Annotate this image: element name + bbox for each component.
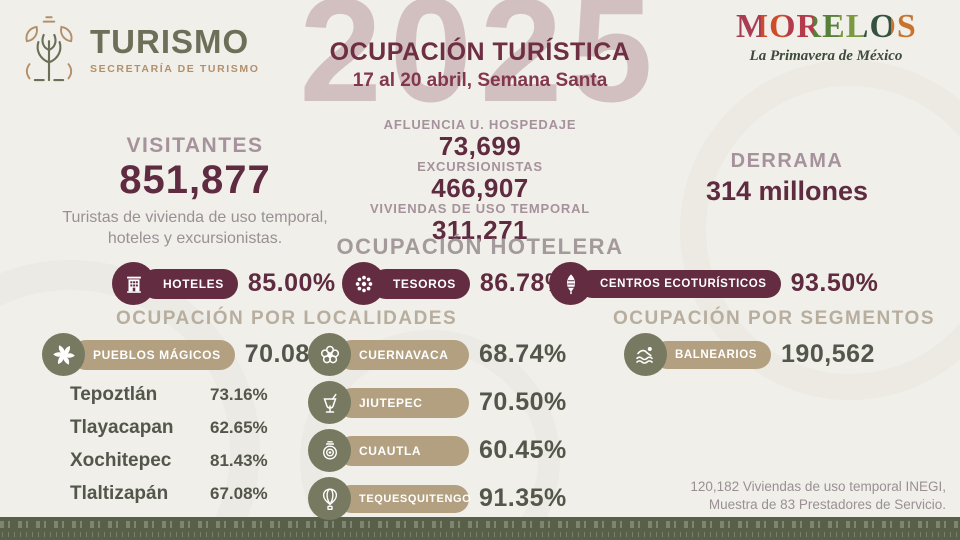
badge-tesoros: TESOROS 86.78% — [342, 262, 568, 305]
turismo-logo: TURISMO SECRETARÍA DE TURISMO — [18, 12, 260, 88]
decorative-border-band — [0, 517, 960, 540]
town-name: Xochitepec — [70, 450, 172, 471]
tequesquitengo-pill-label: TEQUESQUITENGO — [337, 484, 471, 513]
cuernavaca-pill-label: CUERNAVACA — [337, 339, 469, 370]
wreath-icon — [342, 262, 385, 305]
visitantes-value: 851,877 — [119, 158, 271, 202]
badge-pueblos-magicos: PUEBLOS MÁGICOS 70.08% — [42, 333, 332, 376]
town-row: Xochitepec 81.43% — [70, 450, 268, 483]
footnote-line1: 120,182 Viviendas de uso temporal INEGI, — [690, 478, 946, 494]
turismo-logo-subtitle: SECRETARÍA DE TURISMO — [90, 63, 260, 75]
jiutepec-value: 70.50% — [479, 388, 567, 416]
tesoros-pill-label: TESOROS — [371, 268, 470, 299]
centros-value: 93.50% — [790, 269, 879, 297]
page-subtitle: 17 al 20 abril, Semana Santa — [352, 70, 608, 91]
badge-cuernavaca: CUERNAVACA 68.74% — [308, 333, 567, 376]
localidades-section-title: OCUPACIÓN POR LOCALIDADES — [116, 308, 458, 329]
cuernavaca-value: 68.74% — [479, 340, 567, 368]
page-header: OCUPACIÓN TURÍSTICA 17 al 20 abril, Sema… — [180, 38, 780, 92]
derrama-block: DERRAMA 314 millones — [672, 150, 902, 207]
balnearios-value: 190,562 — [781, 340, 875, 368]
badge-tequesquitengo: TEQUESQUITENGO 91.35% — [308, 477, 567, 520]
town-row: Tepoztlán 73.16% — [70, 384, 268, 417]
viviendas-value: 311,271 — [431, 215, 529, 246]
footnote: 120,182 Viviendas de uso temporal INEGI,… — [690, 478, 946, 514]
town-row: Tlaltizapán 67.08% — [70, 483, 268, 516]
excursionistas-value: 466,907 — [431, 173, 529, 204]
town-name: Tlayacapan — [70, 417, 174, 438]
hospedaje-stats: AFLUENCIA U. HOSPEDAJE 73,699 EXCURSIONI… — [320, 117, 640, 246]
jiutepec-pill-label: JIUTEPEC — [337, 387, 469, 418]
ocupacion-hotelera-title: OCUPACIÓN HOTELERA — [336, 234, 624, 259]
pinwheel-icon — [42, 333, 85, 376]
visitantes-block: VISITANTES 851,877 Turistas de vivienda … — [40, 134, 350, 250]
hoteles-pill-label: HOTELES — [141, 268, 238, 299]
footnote-line2: Muestra de 83 Prestadores de Servicio. — [708, 496, 946, 512]
crest-icon — [308, 429, 351, 472]
pueblos-magicos-pill-label: PUEBLOS MÁGICOS — [71, 339, 235, 370]
hoteles-value: 85.00% — [247, 269, 336, 297]
turismo-logo-title: TURISMO — [90, 23, 250, 60]
badge-cuautla: CUAUTLA 60.45% — [308, 429, 567, 472]
afluencia-value: 73,699 — [438, 130, 522, 161]
tequesquitengo-value: 91.35% — [479, 484, 567, 512]
town-value: 73.16% — [210, 385, 268, 404]
page-title: OCUPACIÓN TURÍSTICA — [329, 38, 631, 66]
year-watermark: 2025 — [299, 0, 661, 133]
town-name: Tepoztlán — [70, 384, 158, 405]
visitantes-description: Turistas de vivienda de uso temporal, ho… — [62, 209, 328, 247]
excursionistas-label: EXCURSIONISTAS — [417, 159, 543, 175]
morelos-brand: MORELOS La Primavera de México — [736, 10, 916, 65]
town-value: 81.43% — [210, 451, 268, 470]
town-value: 62.65% — [210, 418, 268, 437]
visitantes-label: VISITANTES — [126, 134, 264, 157]
eco-tree-icon — [549, 262, 592, 305]
derrama-value: 314 millones — [705, 176, 869, 206]
town-name: Tlaltizapán — [70, 483, 169, 504]
town-row: Tlayacapan 62.65% — [70, 417, 268, 450]
cuautla-pill-label: CUAUTLA — [337, 435, 469, 466]
morelos-logo: MORELOS — [736, 8, 917, 45]
badge-jiutepec: JIUTEPEC 70.50% — [308, 381, 567, 424]
derrama-label: DERRAMA — [730, 150, 844, 172]
morelos-tagline: La Primavera de México — [749, 48, 903, 64]
cuautla-value: 60.45% — [479, 436, 567, 464]
town-value: 67.08% — [210, 484, 268, 503]
hotel-icon — [112, 262, 155, 305]
centros-pill-label: CENTROS ECOTURÍSTICOS — [578, 269, 781, 298]
afluencia-label: AFLUENCIA U. HOSPEDAJE — [383, 117, 577, 132]
badge-centros-ecoturisticos: CENTROS ECOTURÍSTICOS 93.50% — [549, 262, 878, 305]
swimmer-icon — [624, 333, 667, 376]
viviendas-label: VIVIENDAS DE USO TEMPORAL — [369, 201, 591, 217]
balnearios-pill-label: BALNEARIOS — [653, 340, 772, 369]
flower-icon — [308, 333, 351, 376]
turismo-emblem-icon — [18, 12, 80, 88]
segmentos-section-title: OCUPACIÓN POR SEGMENTOS — [613, 308, 935, 329]
towns-list: Tepoztlán 73.16% Tlayacapan 62.65% Xochi… — [70, 384, 268, 516]
badge-balnearios: BALNEARIOS 190,562 — [624, 333, 875, 376]
chalice-icon — [308, 381, 351, 424]
badge-hoteles: HOTELES 85.00% — [112, 262, 336, 305]
balloon-icon — [308, 477, 351, 520]
